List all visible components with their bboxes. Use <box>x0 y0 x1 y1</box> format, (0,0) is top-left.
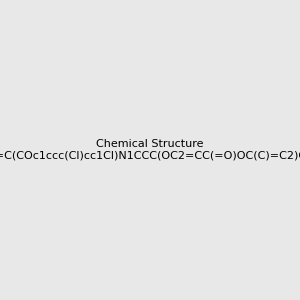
Text: Chemical Structure
O=C(COc1ccc(Cl)cc1Cl)N1CCC(OC2=CC(=O)OC(C)=C2)C1: Chemical Structure O=C(COc1ccc(Cl)cc1Cl)… <box>0 139 300 161</box>
